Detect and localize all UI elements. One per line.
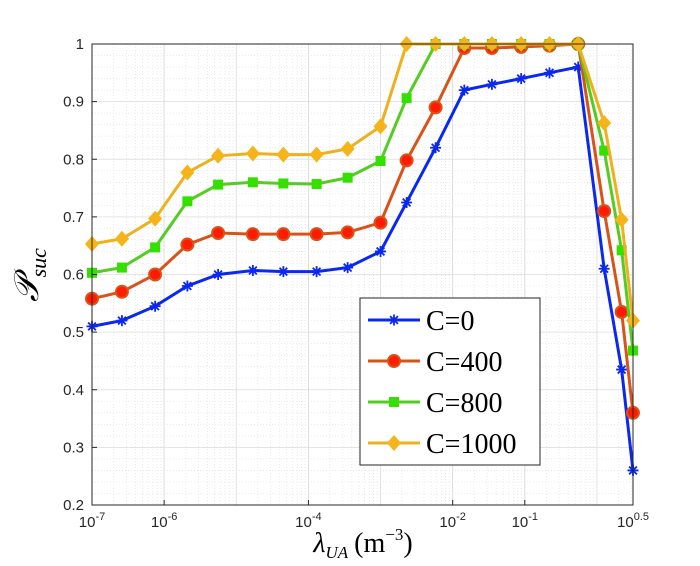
marker	[486, 78, 498, 90]
marker	[430, 142, 442, 154]
marker	[375, 245, 387, 257]
marker	[401, 93, 412, 104]
y-axis-label: 𝒫suc	[9, 248, 51, 302]
legend-marker	[387, 435, 401, 451]
marker	[311, 266, 323, 278]
marker	[149, 300, 161, 312]
marker	[245, 145, 260, 162]
marker	[114, 284, 129, 299]
marker	[616, 364, 628, 376]
legend-marker	[387, 354, 401, 368]
x-tick-base: 10	[512, 514, 529, 531]
marker	[373, 118, 388, 135]
legend-marker	[388, 314, 400, 326]
marker	[116, 262, 127, 273]
marker	[247, 264, 259, 276]
x-tick-base: 10	[295, 514, 312, 531]
marker	[309, 146, 324, 163]
y-tick-label: 0.3	[63, 439, 84, 456]
x-tick-label: 100.5	[617, 511, 649, 531]
marker	[598, 263, 610, 275]
marker	[597, 204, 612, 219]
legend: C=0 C=400 C=800 C=1000	[359, 297, 541, 466]
marker	[544, 67, 555, 79]
y-tick-label: 0.8	[63, 151, 84, 168]
marker	[401, 196, 413, 208]
marker	[181, 280, 193, 292]
marker	[342, 262, 354, 274]
marker	[515, 73, 527, 85]
marker	[597, 114, 612, 131]
marker	[599, 145, 610, 156]
marker	[428, 100, 443, 115]
marker	[309, 227, 324, 242]
legend-marker	[389, 397, 399, 407]
marker	[211, 226, 226, 241]
y-tick-label: 0.4	[63, 382, 84, 399]
legend-label: C=0	[426, 306, 474, 337]
marker	[616, 245, 627, 256]
x-tick-exponent: -6	[168, 511, 178, 523]
y-tick-label: 0.7	[63, 209, 84, 226]
legend-label: C=1000	[426, 429, 516, 460]
y-tick-label: 0.9	[63, 94, 84, 111]
x-tick-exponent: 0.5	[634, 511, 649, 523]
marker	[211, 147, 226, 164]
x-tick-label: 10-2	[439, 511, 465, 531]
marker	[148, 267, 163, 282]
marker	[276, 146, 291, 163]
marker	[340, 225, 355, 240]
x-tick-base: 10	[617, 514, 634, 531]
marker	[373, 215, 388, 230]
marker	[212, 269, 224, 280]
marker	[114, 230, 129, 247]
marker	[614, 211, 629, 228]
marker	[342, 172, 353, 183]
x-axis-label: λUA (m−3)	[312, 525, 412, 562]
x-tick-exponent: -1	[528, 511, 538, 523]
x-tick-exponent: -7	[95, 511, 105, 523]
marker	[278, 178, 289, 189]
marker	[116, 315, 128, 327]
y-tick-label: 0.2	[63, 497, 84, 514]
y-tick-label: 1	[76, 36, 84, 53]
series-line	[91, 65, 635, 471]
x-tick-label: 10-6	[151, 511, 177, 531]
marker	[245, 227, 260, 242]
marker	[182, 196, 193, 207]
marker	[572, 61, 584, 73]
marker	[340, 140, 355, 157]
marker	[247, 177, 258, 188]
plot-frame	[91, 43, 634, 506]
marker	[277, 266, 289, 278]
marker	[458, 84, 470, 96]
y-tick-label: 0.6	[63, 267, 84, 284]
marker	[150, 242, 161, 253]
marker	[375, 155, 386, 166]
marker	[399, 153, 414, 168]
marker	[276, 227, 291, 242]
marker	[180, 237, 195, 252]
legend-box	[359, 297, 541, 466]
marker	[180, 164, 195, 181]
x-tick-exponent: -2	[456, 511, 466, 523]
x-tick-exponent: -4	[312, 511, 322, 523]
legend-label: C=800	[426, 388, 502, 419]
marker	[614, 304, 629, 319]
x-tick-base: 10	[151, 514, 168, 531]
marker	[311, 179, 322, 190]
x-tick-label: 10-4	[295, 511, 321, 531]
marker	[148, 210, 163, 227]
x-tick-base: 10	[439, 514, 456, 531]
y-tick-label: 0.5	[63, 324, 84, 341]
x-tick-base: 10	[79, 514, 96, 531]
x-tick-label: 10-7	[79, 511, 105, 531]
x-tick-label: 10-1	[512, 511, 538, 531]
marker	[213, 179, 224, 190]
legend-label: C=400	[426, 347, 502, 378]
